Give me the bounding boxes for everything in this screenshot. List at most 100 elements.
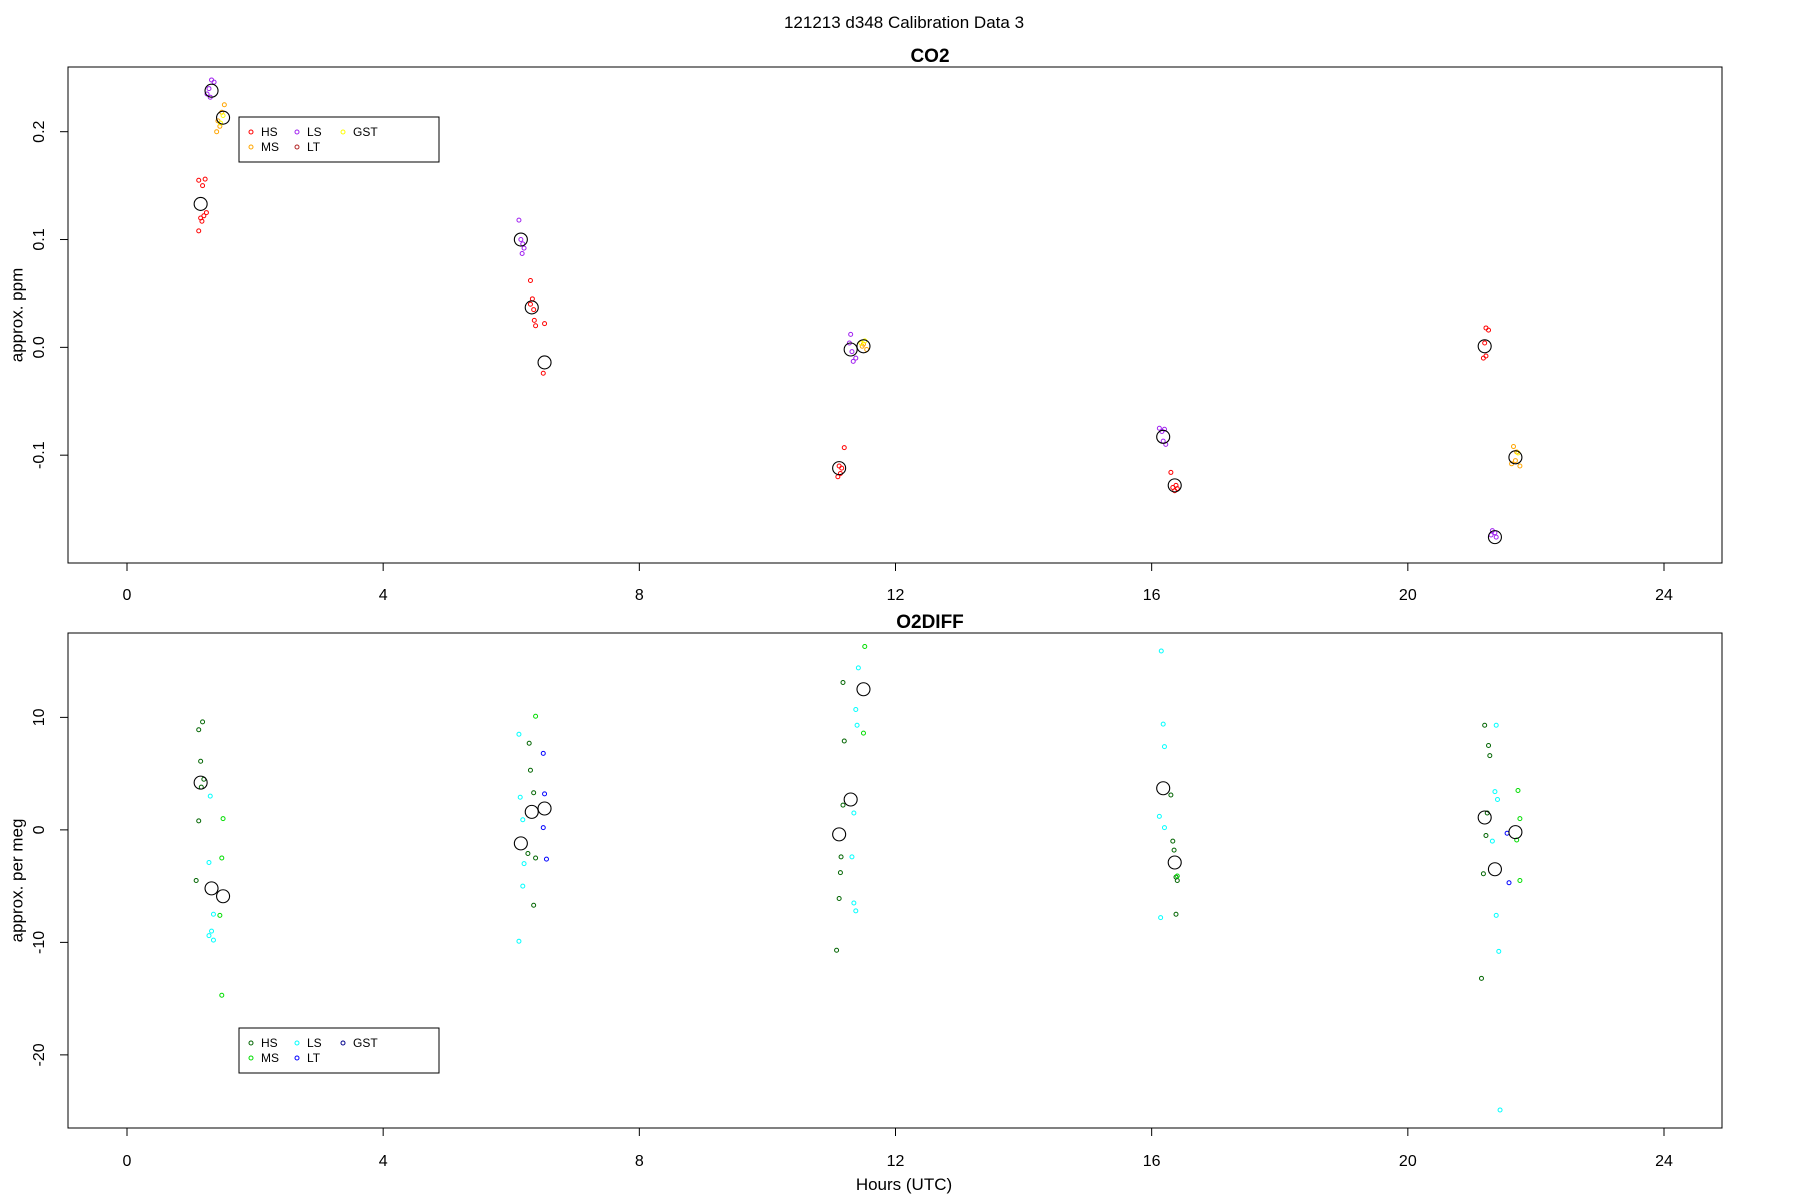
data-point-ms (1515, 788, 1521, 793)
x-axis-label: Hours (UTC) (856, 1175, 952, 1194)
legend-marker-gst (340, 129, 346, 135)
legend-marker-hs (248, 129, 254, 135)
data-point-hs (1173, 482, 1179, 488)
data-point-ls (1161, 426, 1167, 432)
y-tick-label: 0 (31, 825, 48, 834)
data-point-ls (516, 217, 522, 223)
data-point-ls (849, 349, 855, 355)
data-point-ms (1517, 816, 1523, 822)
legend-label-hs: HS (261, 1036, 278, 1050)
data-point-ls (209, 928, 215, 934)
mean-marker (843, 792, 858, 807)
data-point-hs (1482, 340, 1488, 346)
data-point-hs (533, 855, 539, 861)
x-tick-label: 4 (379, 587, 388, 604)
legend-marker-lt (294, 144, 300, 150)
data-point-ls (520, 883, 526, 889)
mean-marker (1487, 862, 1502, 877)
data-point-ls (206, 860, 212, 865)
data-point-hs (198, 758, 204, 764)
legend-label-lt: LT (307, 1051, 321, 1065)
data-point-ms (1511, 444, 1517, 450)
data-point-ms (214, 129, 220, 135)
data-point-hs (199, 218, 205, 224)
data-point-ms (1517, 878, 1523, 883)
data-point-lt (542, 791, 548, 797)
data-point-lt (540, 750, 546, 756)
x-tick-label: 24 (1655, 1153, 1673, 1170)
data-point-lt (540, 825, 546, 831)
data-point-ls (516, 731, 522, 737)
data-point-lt (543, 856, 549, 862)
mean-marker (1167, 478, 1182, 493)
mean-marker (216, 889, 231, 904)
figure-suptitle: 121213 d348 Calibration Data 3 (784, 13, 1024, 32)
mean-marker (843, 342, 858, 357)
data-point-ls (1493, 722, 1499, 728)
data-point-ls (210, 911, 216, 917)
data-point-ls (854, 722, 860, 728)
y-tick-label: 0.1 (31, 228, 48, 250)
data-point-hs (1480, 355, 1486, 361)
chart-title: O2DIFF (896, 612, 964, 633)
legend-label-gst: GST (353, 1036, 378, 1050)
data-point-hs (542, 321, 548, 327)
data-point-hs (540, 370, 546, 376)
mean-marker (524, 300, 539, 315)
data-point-gst (858, 340, 864, 346)
data-point-ls (853, 707, 859, 712)
data-point-ls (521, 245, 527, 251)
data-point-ls (851, 900, 857, 906)
x-tick-label: 4 (379, 1153, 388, 1170)
data-point-hs (840, 802, 846, 808)
data-point-hs (533, 323, 539, 329)
data-point-ms (1517, 463, 1523, 469)
data-point-hs (201, 213, 207, 219)
data-point-ls (1496, 948, 1502, 954)
y-tick-label: 0.2 (31, 120, 48, 142)
data-point-ls (206, 86, 212, 92)
data-point-gst (220, 113, 226, 119)
data-point-hs (838, 854, 844, 860)
data-point-ms (221, 102, 227, 108)
data-point-hs (531, 790, 537, 796)
mean-marker (1167, 855, 1182, 870)
data-point-ls (1492, 789, 1498, 795)
data-point-hs (837, 870, 843, 876)
mean-marker (1508, 450, 1523, 465)
co2-panel: CO2 0 4 8 12 16 20 24 -0.1 0.0 0.1 0.2 approx. ppm HS… (7, 46, 1723, 604)
data-point-hs (1483, 833, 1489, 838)
data-point-ls (851, 810, 857, 816)
mean-marker (193, 196, 208, 211)
data-point-hs (203, 210, 209, 216)
data-point-ls (1160, 721, 1166, 727)
x-tick-label: 16 (1143, 587, 1161, 604)
y-axis-label: approx. ppm (7, 268, 26, 363)
data-point-hs (834, 947, 840, 953)
legend-label-lt: LT (307, 140, 321, 154)
x-tick-label: 20 (1399, 587, 1417, 604)
legend-label-ms: MS (261, 140, 279, 154)
data-point-ls (1493, 534, 1499, 540)
y-tick-label: 0.0 (31, 336, 48, 358)
y-tick-label: -0.1 (31, 441, 48, 469)
legend-marker-ls (294, 1040, 300, 1046)
data-point-hs (1170, 838, 1176, 844)
data-point-hs (527, 277, 533, 283)
data-point-ls (521, 861, 527, 867)
data-point-ms (219, 855, 225, 861)
x-tick-label: 20 (1399, 1153, 1417, 1170)
x-tick-label: 24 (1655, 587, 1673, 604)
data-point-hs (1171, 847, 1177, 853)
mean-marker (537, 801, 552, 816)
data-point-hs (840, 680, 846, 685)
legend-label-gst: GST (353, 125, 378, 139)
data-point-ls (211, 79, 217, 85)
data-point-ls (855, 665, 861, 671)
data-point-hs (531, 307, 537, 313)
x-tick-label: 12 (887, 1153, 905, 1170)
data-point-ms (1174, 873, 1180, 879)
data-point-hs (529, 296, 535, 302)
x-tick-label: 16 (1143, 1153, 1161, 1170)
